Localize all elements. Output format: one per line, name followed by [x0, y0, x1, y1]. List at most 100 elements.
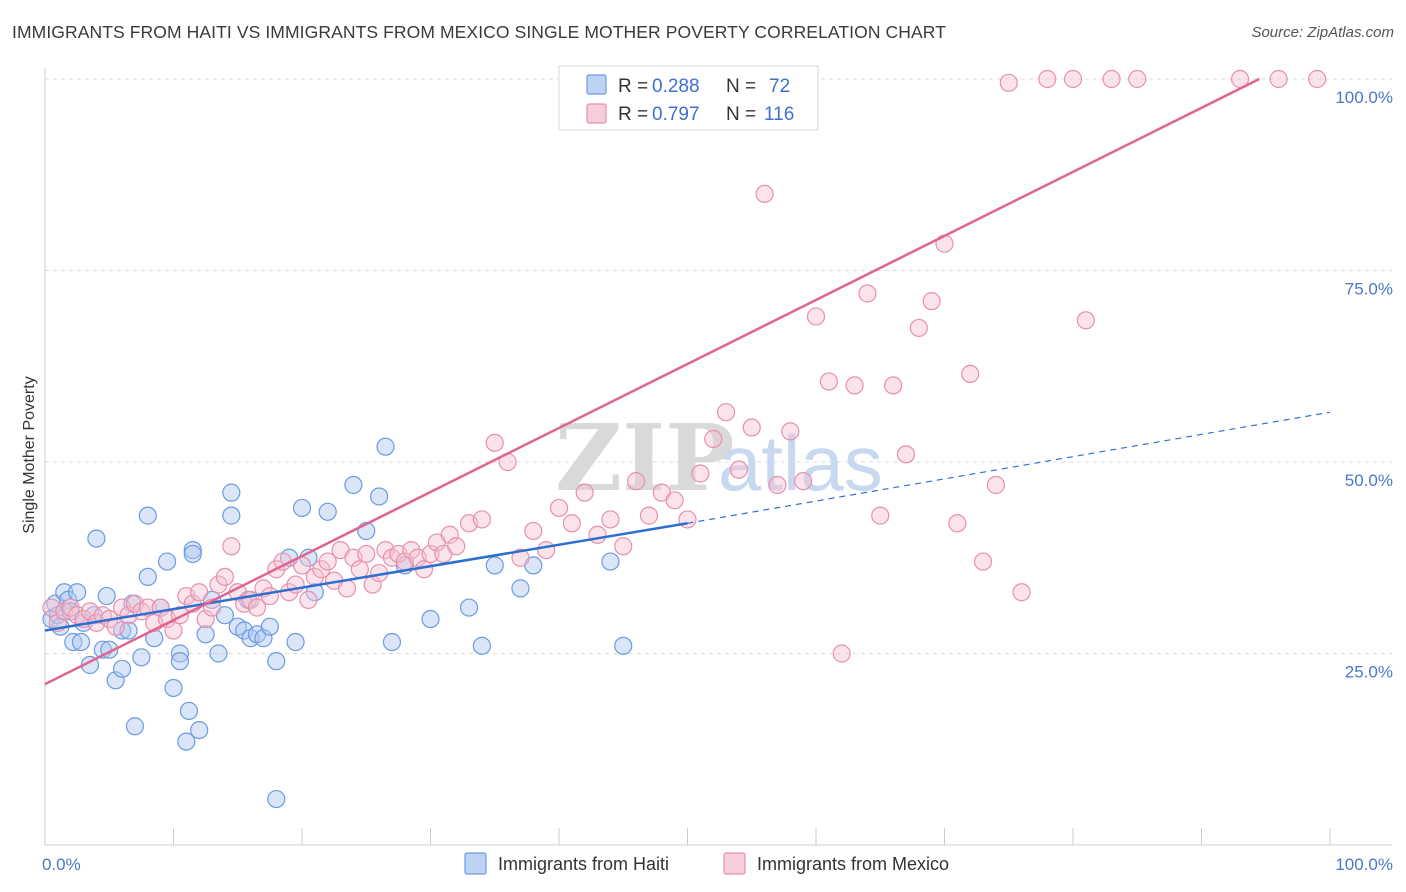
haiti-point-25 — [138, 506, 157, 525]
mexico-point-102 — [948, 514, 967, 533]
mexico-point-27 — [215, 567, 234, 587]
mexico-point-91 — [806, 307, 826, 326]
mexico-point-62 — [440, 525, 459, 544]
mexico-point-40 — [299, 590, 318, 609]
legend-n-value-mexico: 116 — [764, 104, 794, 125]
haiti-point-67 — [485, 556, 504, 575]
mexico-point-99 — [909, 318, 928, 338]
haiti-point-23 — [132, 648, 151, 667]
mexico-point-82 — [691, 464, 710, 483]
mexico-point-96 — [871, 506, 890, 525]
haiti-point-41 — [222, 483, 241, 502]
haiti-point-70 — [601, 552, 620, 571]
mexico-point-110 — [1076, 311, 1095, 330]
mexico-point-94 — [845, 376, 864, 395]
legend-swatch-haiti — [586, 74, 607, 95]
mexico-point-65 — [472, 510, 491, 529]
trend-lines — [44, 77, 1331, 686]
mexico-point-49 — [357, 544, 376, 564]
mexico-point-76 — [614, 537, 633, 556]
mexico-point-78 — [639, 506, 659, 525]
mexico-point-100 — [922, 292, 941, 311]
grid-lines — [45, 78, 1392, 654]
mexico-point-86 — [742, 418, 761, 437]
haiti-point-9 — [71, 632, 91, 652]
mexico-trend-line — [44, 77, 1260, 686]
y-tick-label-1: 50.0% — [1345, 471, 1393, 490]
mexico-point-85 — [729, 460, 749, 479]
mexico-point-97 — [883, 376, 903, 395]
mexico-point-107 — [1012, 583, 1031, 602]
haiti-point-58 — [344, 475, 363, 495]
x-tick-labels: 0.0% 100.0% — [42, 855, 1393, 874]
watermark-zip: ZIP — [555, 404, 734, 512]
mexico-point-75 — [601, 510, 620, 529]
mexico-point-71 — [549, 498, 569, 518]
haiti-point-33 — [179, 701, 199, 721]
haiti-point-35 — [183, 544, 202, 564]
mexico-point-87 — [755, 184, 774, 203]
legend-swatch-mexico — [586, 103, 607, 124]
haiti-point-29 — [164, 678, 183, 698]
mexico-point-23 — [190, 583, 209, 602]
mexico-point-68 — [511, 548, 530, 567]
legend-n-value-haiti: 72 — [769, 76, 790, 97]
mexico-point-84 — [716, 403, 736, 422]
haiti-point-60 — [370, 487, 389, 506]
haiti-point-24 — [138, 567, 157, 587]
haiti-point-57 — [318, 502, 337, 521]
x-tick-label-1: 100.0% — [1335, 855, 1393, 874]
haiti-point-61 — [376, 437, 395, 456]
watermark: ZIP atlas — [555, 404, 883, 512]
mexico-point-28 — [222, 537, 241, 556]
mexico-point-46 — [337, 579, 357, 598]
haiti-point-28 — [157, 552, 177, 571]
haiti-point-71 — [614, 636, 633, 655]
mexico-point-74 — [588, 525, 607, 544]
y-tick-label-0: 25.0% — [1345, 663, 1393, 682]
haiti-point-37 — [196, 625, 215, 644]
haiti-point-64 — [421, 609, 440, 629]
legend-r-value-mexico: 0.797 — [652, 104, 700, 125]
haiti-point-62 — [382, 632, 402, 652]
mexico-point-115 — [1308, 69, 1327, 89]
stats-legend: R = 0.288 N = 72 R = 0.797 N = 116 — [558, 65, 819, 131]
haiti-point-32 — [177, 732, 196, 751]
mexico-point-34 — [260, 586, 279, 606]
mexico-point-66 — [485, 433, 504, 452]
mexico-point-24 — [196, 609, 215, 629]
y-axis-label: Single Mother Poverty — [21, 376, 38, 533]
axes — [44, 68, 1392, 846]
chart-source: Source: ZipAtlas.com — [1251, 24, 1394, 41]
mexico-point-32 — [247, 598, 267, 617]
series-legend: Immigrants from Haiti Immigrants from Me… — [464, 852, 949, 875]
mexico-point-70 — [537, 540, 556, 560]
mexico-point-95 — [858, 284, 877, 303]
mexico-point-109 — [1063, 69, 1083, 89]
mexico-point-77 — [626, 472, 646, 491]
legend-n-label-haiti: N = — [726, 76, 756, 97]
mexico-point-108 — [1038, 69, 1057, 89]
haiti-point-54 — [292, 498, 312, 518]
bottom-legend-label-haiti: Immigrants from Haiti — [498, 854, 669, 874]
haiti-point-34 — [183, 540, 202, 560]
legend-r-label-haiti: R = — [618, 76, 648, 97]
legend-r-label-mexico: R = — [618, 104, 648, 125]
y-tick-labels: 25.0% 50.0% 75.0% 100.0% — [1335, 88, 1393, 682]
bottom-legend-label-mexico: Immigrants from Mexico — [757, 854, 949, 874]
mexico-point-80 — [665, 491, 684, 510]
haiti-point-15 — [97, 586, 116, 606]
haiti-point-17 — [106, 671, 125, 690]
haiti-trend-extension — [687, 411, 1331, 524]
mexico-point-106 — [999, 73, 1018, 92]
mexico-point-111 — [1102, 69, 1121, 89]
haiti-point-48 — [254, 629, 273, 648]
mexico-point-83 — [704, 429, 723, 449]
mexico-point-114 — [1269, 69, 1288, 89]
haiti-point-50 — [267, 652, 286, 671]
haiti-point-22 — [125, 717, 145, 736]
haiti-point-19 — [112, 659, 132, 678]
haiti-point-31 — [170, 652, 190, 671]
haiti-point-8 — [68, 583, 87, 602]
